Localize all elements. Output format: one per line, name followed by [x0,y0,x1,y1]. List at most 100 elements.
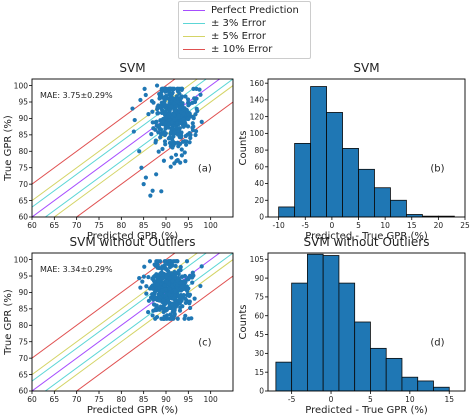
scatter-point-a [188,132,193,137]
scatter-point-c [183,296,188,301]
x-tick-label-a: 95 [184,221,194,230]
x-tick-label-b: 10 [380,221,390,230]
scatter-point-c [163,301,168,306]
scatter-point-c [167,259,172,264]
scatter-point-a [150,120,155,125]
x-axis-label-c: Predicted GPR (%) [87,405,178,416]
chart-title-d: SVM without Outliers [304,235,430,249]
hist-bar-d-5 [354,321,371,391]
scatter-point-c [163,293,168,298]
scatter-point-a [183,159,188,164]
plot-area-b [278,86,455,217]
scatter-point-c [180,274,185,279]
hist-bar-d-2 [306,253,324,391]
y-tick-label-d: 15 [254,368,264,377]
scatter-point-a [180,139,186,144]
legend-swatch-perfect [183,10,205,11]
y-tick-label-a: 65 [18,196,28,205]
scatter-point-a [169,126,174,131]
hist-bar-b-6 [374,187,391,217]
scatter-point-a [178,121,183,126]
scatter-point-a [150,109,155,114]
hist-bar-d-7 [385,357,403,391]
scatter-point-a [151,126,156,131]
hist-bar-b-2 [310,86,327,217]
scatter-point-c [150,292,155,297]
y-tick-label-a: 60 [18,213,28,222]
x-tick-label-a: 90 [161,221,171,230]
scatter-point-a [154,119,159,124]
scatter-point-c [167,286,172,291]
scatter-point-c [170,262,175,267]
scatter-point-a [184,139,189,144]
scatter-point-a [168,86,173,91]
x-tick-label-a: 60 [27,221,37,230]
scatter-point-c [161,298,166,303]
axes-frame-d [267,252,466,392]
x-tick-label-a: 75 [94,221,104,230]
hist-bar-d-0 [275,361,293,391]
x-tick-label-b: -10 [273,221,285,230]
panel-b: -10 -5 0 5 10 15 20 25 0 20 40 60 80 100 120 140 160 SVM P… [238,61,470,242]
scatter-point-c [176,275,181,280]
scatter-point-c [162,283,167,288]
hist-bar-d-1 [291,282,308,391]
scatter-point-a [167,140,172,146]
scatter-point-a [163,102,168,108]
scatter-point-a [191,116,196,121]
scatter-point-c [170,306,175,311]
y-axis-label-a: True GPR (%) [3,115,14,182]
scatter-point-a [186,103,191,108]
scatter-point-c [164,279,169,284]
scatter-point-c [161,316,166,321]
y-tick-label-c: 100 [14,255,29,264]
scatter-point-c [182,316,187,321]
scatter-point-a [159,110,164,116]
scatter-point-a [154,172,159,177]
scatter-point-c [158,291,163,297]
panel-label-c: (c) [198,337,211,348]
scatter-point-a [190,128,196,133]
scatter-point-c [181,292,186,298]
x-tick-label-a: 85 [139,221,149,230]
plot-area-d [275,253,450,391]
scatter-point-c [177,308,183,313]
scatter-point-c [154,314,160,320]
scatter-point-c [158,304,163,309]
y-tick-label-a: 75 [18,163,28,172]
plot-area-a [32,79,233,217]
scatter-point-c [156,288,162,293]
hist-bar-d-8 [401,376,419,391]
scatter-point-a [161,158,167,163]
axes-frame-b [267,78,466,218]
panel-c: MAE: 3.34±0.29% 60 65 70 75 80 85 90 95 100 60 65 70… [3,235,234,416]
scatter-point-c [165,298,171,303]
x-tick-label-a: 65 [50,221,60,230]
scatter-point-a [139,165,144,170]
scatter-point-a [186,116,191,121]
scatter-point-c [183,300,188,305]
y-tick-label-b: 20 [254,196,264,205]
legend-swatch-10pct [183,49,205,50]
scatter-point-a [174,103,179,109]
scatter-point-c [175,316,180,321]
scatter-point-a [171,112,177,117]
scatter-point-a [159,189,164,194]
scatter-point-a [175,132,181,137]
legend: Perfect Prediction ± 3% Error ± 5% Error… [178,1,311,59]
scatter-point-a [184,142,189,147]
scatter-point-c [160,288,165,293]
legend-item-3pct: ± 3% Error [183,17,266,30]
scatter-point-c [184,259,190,264]
scatter-point-a [177,106,182,111]
x-tick-label-b: -5 [302,221,310,230]
scatter-point-c [146,310,151,315]
legend-item-perfect: Perfect Prediction [183,4,299,17]
x-axis-label-b: Predicted - True GPR (%) [305,231,428,242]
scatter-point-c [146,298,152,303]
scatter-point-c [167,276,172,281]
scatter-point-a [193,132,198,138]
y-axis-label-c: True GPR (%) [3,289,14,356]
scatter-point-c [187,301,192,306]
